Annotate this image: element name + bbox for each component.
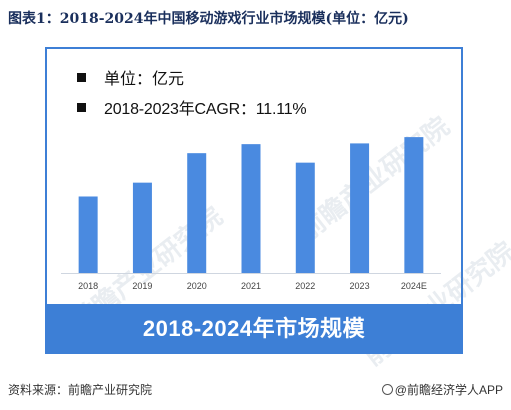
x-tick-label: 2020 xyxy=(187,281,207,291)
brand-text: @前瞻经济学人APP xyxy=(394,383,503,397)
bar-2024E xyxy=(404,137,424,273)
bar-chart: 2018 2019 2020 2021 2022 2023 2024E xyxy=(61,137,441,291)
bar-2022 xyxy=(295,162,315,273)
legend-cagr: 2018-2023年CAGR：11.11% xyxy=(77,95,307,119)
bar-2021 xyxy=(241,144,261,273)
legend-unit-label: 单位：亿元 xyxy=(104,71,185,88)
legend-unit: 单位：亿元 xyxy=(77,65,184,89)
bar-2018 xyxy=(78,196,98,273)
figure-title: 图表1：2018-2024年中国移动游戏行业市场规模(单位：亿元) xyxy=(8,11,409,27)
x-tick-label: 2024E xyxy=(401,281,427,291)
x-tick-label: 2018 xyxy=(78,281,98,291)
x-tick-label: 2019 xyxy=(132,281,152,291)
brand-icon xyxy=(381,384,393,395)
bar-2020 xyxy=(187,153,207,273)
bars-group xyxy=(78,137,424,273)
x-tick-label: 2021 xyxy=(241,281,261,291)
chart-frame: 前瞻产业研究院 前瞻产业研究院 前瞻产业研究院 单位：亿元 2018-2023年… xyxy=(45,47,511,372)
x-tick-labels: 2018 2019 2020 2021 2022 2023 2024E xyxy=(78,281,427,291)
x-tick-label: 2023 xyxy=(350,281,370,291)
legend-cagr-label: 2018-2023年CAGR：11.11% xyxy=(104,101,307,118)
source-note: 资料来源：前瞻产业研究院 xyxy=(8,383,153,397)
chart-banner: 2018-2024年市场规模 xyxy=(47,304,461,354)
bar-2019 xyxy=(132,182,152,273)
brand-label: @前瞻经济学人APP xyxy=(381,381,503,398)
bar-2023 xyxy=(350,143,370,273)
legend-square-icon xyxy=(77,103,86,112)
legend-square-icon xyxy=(77,73,86,82)
x-tick-label: 2022 xyxy=(295,281,315,291)
